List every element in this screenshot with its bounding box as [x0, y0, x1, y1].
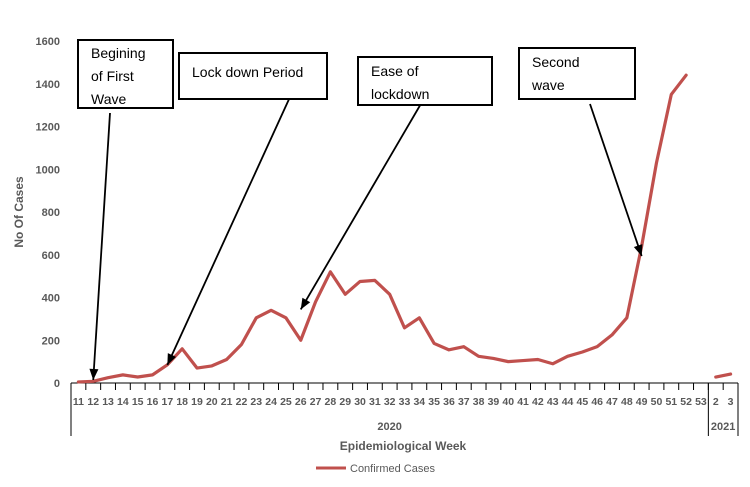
x-tick-label: 18	[176, 396, 188, 408]
x-tick-label: 26	[295, 396, 307, 408]
y-tick-label: 1200	[36, 122, 60, 134]
x-tick-label: 34	[413, 396, 425, 408]
x-tick-label: 21	[221, 396, 233, 408]
x-tick-label: 48	[621, 396, 633, 408]
x-tick-label: 53	[695, 396, 707, 408]
x-tick-label: 49	[636, 396, 648, 408]
x-axis-ticks: 11 12 13 14 15 16 17 18 19 20 21 22 23 24 25 26 27 28 29 30…	[70, 383, 739, 408]
y-tick-label: 1400	[36, 79, 60, 91]
annotation-beginning-first-wave: Begining of First Wave	[77, 39, 174, 109]
x-tick-label: 47	[606, 396, 618, 408]
x-tick-label: 37	[458, 396, 470, 408]
y-tick-label: 600	[42, 250, 60, 262]
x-tick-label: 32	[384, 396, 396, 408]
annotation-line: of First	[91, 68, 134, 84]
x-tick-label: 16	[147, 396, 159, 408]
annotation-arrow-shaft	[92, 112, 111, 381]
y-tick-label: 1600	[36, 36, 60, 48]
x-tick-label: 40	[502, 396, 514, 408]
x-tick-label: 36	[443, 396, 455, 408]
x-tick-label: 51	[665, 396, 677, 408]
x-tick-label: 25	[280, 396, 292, 408]
x-tick-label: 11	[73, 396, 84, 408]
x-axis-title: Epidemiological Week	[340, 439, 467, 453]
x-tick-label: 28	[325, 396, 337, 408]
x-tick-label: 38	[473, 396, 485, 408]
annotation-arrow-shaft	[166, 96, 291, 366]
x-tick-label: 17	[162, 396, 174, 408]
y-tick-label: 400	[42, 293, 60, 305]
series-line-confirmed-cases	[714, 372, 733, 379]
x-tick-label: 39	[488, 396, 500, 408]
x-tick-label: 24	[265, 396, 277, 408]
y-tick-label: 200	[42, 335, 60, 347]
x-tick-label: 31	[369, 396, 381, 408]
series-line-confirmed-cases	[76, 73, 688, 384]
x-tick-label: 23	[250, 396, 262, 408]
annotation-line: Wave	[91, 91, 127, 107]
annotation-line: Begining	[91, 45, 146, 61]
group-label: 2020	[377, 421, 401, 433]
y-tick-label: 0	[54, 378, 60, 390]
y-axis-title: No Of Cases	[12, 176, 26, 248]
annotation-arrow-head	[633, 244, 643, 257]
x-tick-label: 35	[428, 396, 440, 408]
x-tick-label: 41	[517, 396, 529, 408]
x-tick-label: 12	[87, 396, 99, 408]
x-tick-label: 30	[354, 396, 366, 408]
x-axis-year-groups: 2020 2021	[70, 383, 739, 436]
y-tick-label: 1000	[36, 164, 60, 176]
x-tick-label: 43	[547, 396, 559, 408]
annotation-line: Lock down Period	[192, 64, 304, 80]
group-label: 2021	[711, 421, 735, 433]
x-tick-label: 13	[102, 396, 114, 408]
annotation-arrows	[89, 96, 643, 381]
legend: Confirmed Cases	[316, 463, 435, 475]
x-tick-label: 42	[532, 396, 544, 408]
x-tick-label: 19	[191, 396, 203, 408]
x-tick-label: 20	[206, 396, 218, 408]
annotation-arrow-head	[300, 297, 311, 310]
annotation-arrow-shaft	[589, 103, 643, 257]
x-tick-label: 27	[310, 396, 322, 408]
annotation-arrow-head	[167, 353, 177, 366]
x-tick-label: 33	[399, 396, 411, 408]
annotation-line: Second	[532, 54, 580, 70]
x-tick-label: 3	[728, 396, 734, 408]
x-tick-label: 45	[577, 396, 589, 408]
annotation-line: lockdown	[371, 86, 430, 102]
y-axis-ticks: 0 200 400 600 800 1000 1200 1400 1600	[36, 36, 60, 390]
annotation-lockdown-period: Lock down Period	[178, 52, 328, 100]
x-tick-label: 22	[236, 396, 248, 408]
x-tick-label: 14	[117, 396, 129, 408]
annotation-arrow-head	[89, 368, 99, 380]
x-tick-label: 52	[680, 396, 692, 408]
x-tick-label: 15	[132, 396, 144, 408]
y-tick-label: 800	[42, 207, 60, 219]
legend-label-confirmed-cases: Confirmed Cases	[350, 463, 435, 475]
annotation-ease-of-lockdown: Ease of lockdown	[357, 56, 493, 106]
annotation-second-wave: Second wave	[518, 47, 636, 100]
x-tick-label: 2	[713, 396, 719, 408]
x-tick-label: 50	[651, 396, 663, 408]
series-lines	[76, 73, 733, 384]
x-tick-label: 44	[562, 396, 574, 408]
annotation-line: Ease of	[371, 63, 419, 79]
x-tick-label: 29	[339, 396, 351, 408]
x-tick-label: 46	[591, 396, 603, 408]
annotation-line: wave	[532, 77, 565, 93]
annotation-arrow-shaft	[299, 101, 423, 310]
